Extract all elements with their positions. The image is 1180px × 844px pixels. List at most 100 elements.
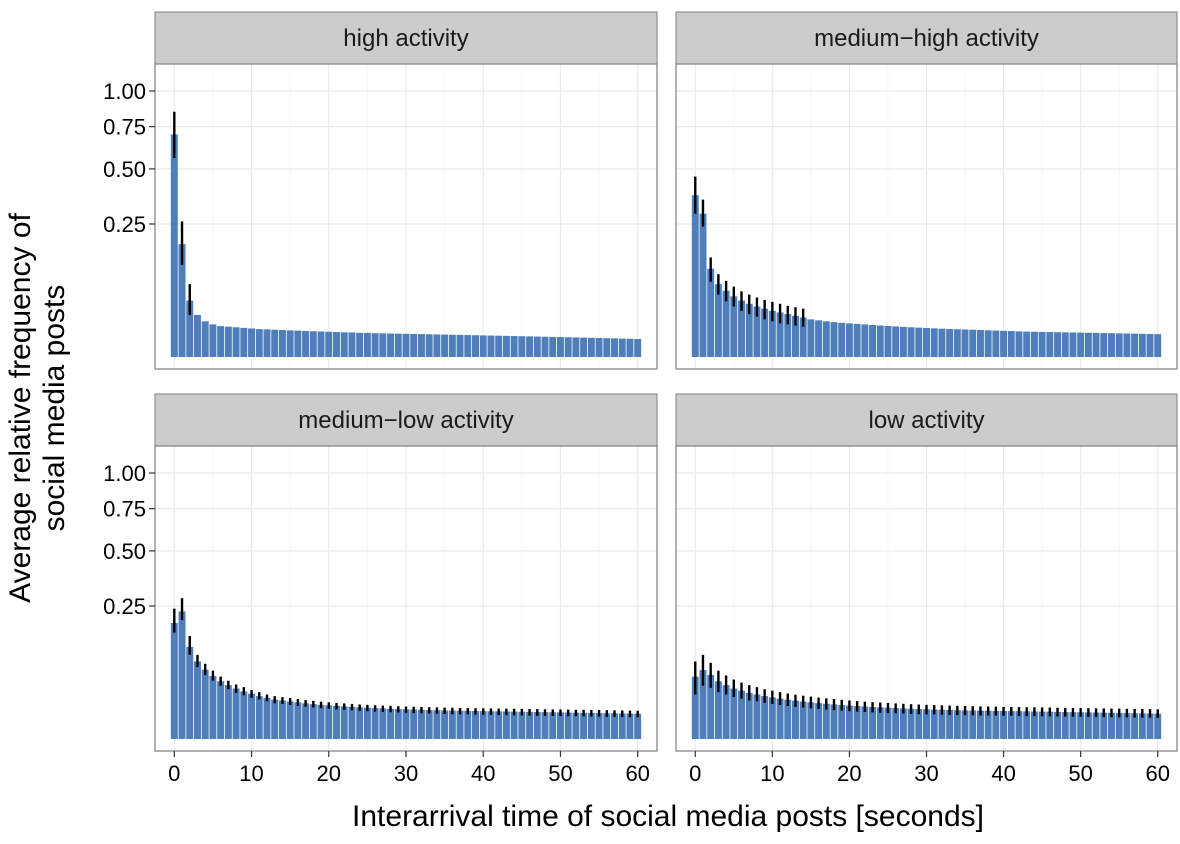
bar (1030, 331, 1038, 357)
bar (363, 332, 371, 357)
bar (510, 711, 518, 739)
bar (784, 699, 792, 739)
bar (479, 711, 487, 739)
bar (830, 704, 838, 739)
bar (1154, 334, 1162, 357)
bar (946, 709, 954, 739)
bar (317, 704, 325, 739)
bar (487, 335, 495, 357)
bar (899, 326, 907, 357)
bar (1138, 713, 1146, 739)
bar (194, 661, 201, 739)
x-tick-label: 40 (991, 761, 1015, 786)
bar (1007, 331, 1015, 357)
y-tick-label: 0.50 (103, 539, 146, 564)
bar (556, 712, 564, 739)
facet-3: low activity 0 10 20 30 40 50 60 (675, 393, 1178, 786)
bar (1015, 711, 1023, 739)
bar (387, 333, 395, 357)
bar (730, 688, 738, 739)
bar (992, 330, 1000, 357)
bar (815, 703, 823, 739)
bar (533, 712, 541, 739)
bar (394, 333, 402, 357)
bar (815, 320, 823, 357)
bar (302, 703, 310, 739)
bar (186, 300, 194, 357)
bar (348, 332, 356, 357)
bar (294, 330, 302, 357)
bar (487, 711, 495, 739)
bar (1115, 712, 1123, 739)
facet-title: high activity (343, 25, 468, 52)
bar (969, 329, 977, 357)
x-tick-label: 60 (1145, 761, 1169, 786)
bar (1084, 332, 1092, 357)
bar (441, 334, 449, 357)
bar (379, 333, 387, 357)
x-tick-label: 60 (625, 761, 649, 786)
bar (479, 335, 487, 357)
bar (1061, 332, 1069, 357)
bar (761, 696, 769, 739)
bar (356, 332, 364, 357)
bar (224, 685, 232, 739)
bar (394, 709, 402, 739)
x-tick-label: 0 (689, 761, 701, 786)
bar (325, 331, 333, 357)
y-tick-label: 0.25 (103, 212, 146, 237)
bar (753, 306, 761, 357)
bar (572, 337, 580, 357)
bar (753, 694, 761, 739)
bar (1038, 711, 1046, 739)
bar (402, 709, 410, 739)
bar (634, 713, 642, 739)
bar (899, 708, 907, 739)
bar (371, 333, 379, 357)
bar (611, 338, 618, 357)
x-tick-label: 30 (914, 761, 938, 786)
bar (792, 315, 799, 357)
bar (714, 681, 722, 739)
bar (691, 676, 699, 739)
bar (201, 669, 209, 739)
bar (263, 697, 271, 739)
bar (907, 708, 915, 739)
bar (170, 134, 178, 357)
bar (194, 314, 201, 357)
bar (722, 685, 730, 739)
bar (217, 326, 225, 357)
bar (333, 332, 340, 357)
x-tick-label: 10 (239, 761, 263, 786)
bar (876, 707, 884, 739)
bar (232, 688, 240, 739)
bar (699, 670, 707, 739)
bar (595, 338, 603, 357)
bar (278, 330, 286, 357)
bar (730, 296, 738, 357)
bar (768, 697, 776, 739)
x-tick-label: 0 (168, 761, 180, 786)
bar (915, 327, 923, 357)
y-axis-title-line-1: Average relative frequency of (4, 213, 37, 603)
y-axis-title-line-2: social media posts (38, 285, 71, 532)
bar (425, 334, 433, 357)
bar (456, 334, 464, 357)
bar (410, 709, 418, 739)
bar (634, 338, 642, 357)
bar (286, 330, 294, 357)
bar (923, 709, 930, 739)
bar (1023, 331, 1031, 357)
bar (776, 698, 784, 739)
bar (861, 706, 869, 739)
bar (799, 317, 807, 357)
bar (738, 690, 745, 739)
x-tick-label: 10 (760, 761, 784, 786)
bar (495, 335, 503, 357)
bar (464, 710, 472, 739)
bar (745, 303, 753, 357)
bar (209, 676, 217, 739)
bar (1146, 713, 1154, 739)
bar (363, 707, 371, 739)
